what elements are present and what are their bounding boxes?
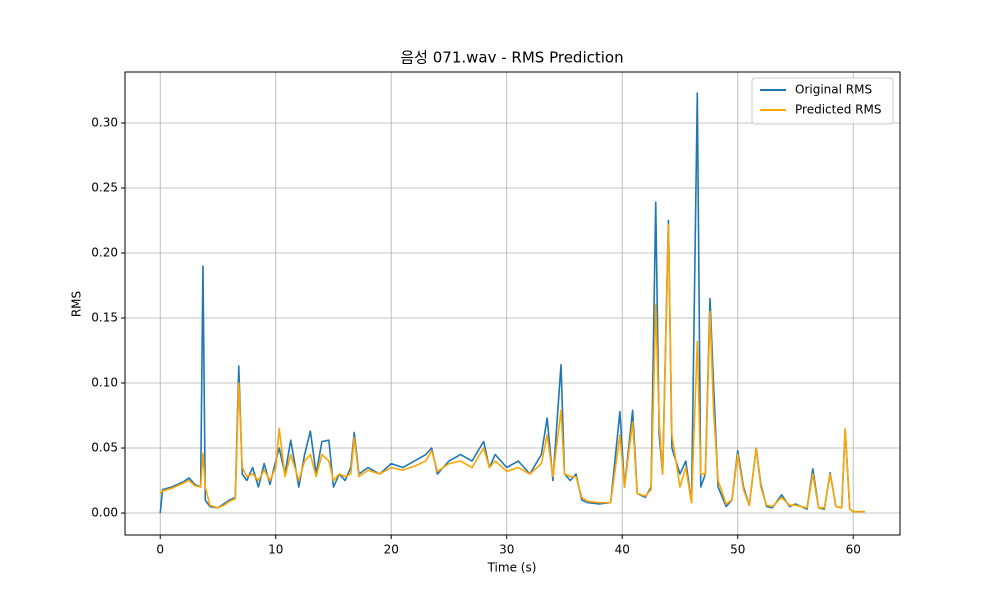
x-tick-label: 60 (846, 543, 861, 557)
axes-frame (124, 71, 901, 536)
y-tick-label: 0.05 (91, 441, 118, 455)
x-tick-label: 0 (156, 543, 164, 557)
x-axis-label: Time (s) (487, 561, 537, 575)
x-tick-label: 10 (268, 543, 283, 557)
x-tick-label: 30 (499, 543, 514, 557)
x-tick-label: 50 (730, 543, 745, 557)
y-tick-label: 0.10 (91, 376, 118, 390)
chart-title: 음성 071.wav - RMS Prediction (400, 49, 623, 67)
y-tick-label: 0.30 (91, 115, 118, 129)
legend-box (751, 77, 894, 125)
y-tick-label: 0.20 (91, 245, 118, 259)
x-tick-label: 40 (615, 543, 630, 557)
y-tick-label: 0.15 (91, 310, 118, 324)
x-tick-label: 20 (384, 543, 399, 557)
series-line (159, 223, 865, 513)
y-axis-label: RMS (70, 291, 84, 317)
legend-label: Original RMS (795, 83, 872, 97)
y-tick-label: 0.25 (91, 180, 118, 194)
y-tick-label: 0.00 (91, 506, 118, 520)
legend-label: Predicted RMS (795, 103, 881, 117)
